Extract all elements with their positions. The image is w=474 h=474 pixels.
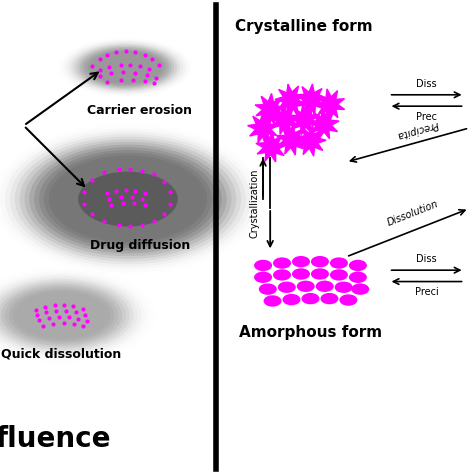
Polygon shape bbox=[296, 125, 326, 156]
Ellipse shape bbox=[25, 142, 231, 256]
Text: Diss: Diss bbox=[416, 79, 437, 89]
Ellipse shape bbox=[9, 289, 114, 342]
Text: Crystalline form: Crystalline form bbox=[235, 19, 372, 34]
Ellipse shape bbox=[13, 291, 110, 340]
Polygon shape bbox=[275, 84, 305, 115]
Text: Precipita: Precipita bbox=[395, 119, 439, 140]
Ellipse shape bbox=[66, 41, 185, 94]
Text: fluence: fluence bbox=[0, 425, 111, 453]
Polygon shape bbox=[308, 109, 339, 139]
Ellipse shape bbox=[34, 147, 222, 251]
Ellipse shape bbox=[39, 150, 217, 248]
Ellipse shape bbox=[91, 52, 161, 83]
Polygon shape bbox=[314, 89, 345, 120]
Ellipse shape bbox=[301, 293, 319, 304]
Ellipse shape bbox=[316, 281, 334, 292]
Ellipse shape bbox=[0, 283, 126, 348]
Polygon shape bbox=[256, 131, 287, 162]
Ellipse shape bbox=[351, 283, 369, 295]
Ellipse shape bbox=[278, 282, 296, 293]
Ellipse shape bbox=[69, 42, 182, 92]
Ellipse shape bbox=[80, 47, 172, 88]
Ellipse shape bbox=[339, 294, 357, 306]
Polygon shape bbox=[247, 112, 278, 143]
Ellipse shape bbox=[259, 283, 277, 295]
Ellipse shape bbox=[17, 292, 107, 338]
Ellipse shape bbox=[0, 275, 141, 356]
Ellipse shape bbox=[311, 256, 329, 267]
Ellipse shape bbox=[44, 153, 212, 246]
Ellipse shape bbox=[330, 257, 348, 269]
Ellipse shape bbox=[292, 256, 310, 267]
Text: Diss: Diss bbox=[416, 255, 437, 264]
Polygon shape bbox=[269, 104, 300, 135]
Ellipse shape bbox=[335, 282, 353, 293]
Ellipse shape bbox=[311, 268, 329, 280]
Ellipse shape bbox=[0, 279, 134, 352]
Ellipse shape bbox=[74, 45, 177, 90]
Text: Quick dissolution: Quick dissolution bbox=[1, 347, 122, 360]
Ellipse shape bbox=[1, 285, 122, 346]
Ellipse shape bbox=[254, 272, 272, 283]
Ellipse shape bbox=[349, 272, 367, 283]
Ellipse shape bbox=[283, 294, 301, 305]
Ellipse shape bbox=[88, 51, 164, 84]
Ellipse shape bbox=[330, 269, 348, 281]
Ellipse shape bbox=[0, 277, 137, 354]
Text: Preci: Preci bbox=[415, 287, 438, 297]
Ellipse shape bbox=[49, 155, 207, 243]
Ellipse shape bbox=[254, 260, 272, 271]
Ellipse shape bbox=[77, 46, 174, 89]
Text: Dissolution: Dissolution bbox=[385, 199, 439, 228]
Polygon shape bbox=[296, 84, 327, 115]
Ellipse shape bbox=[78, 172, 178, 227]
Ellipse shape bbox=[58, 161, 198, 237]
Ellipse shape bbox=[264, 295, 282, 307]
Text: Carrier erosion: Carrier erosion bbox=[87, 104, 192, 117]
Polygon shape bbox=[289, 104, 320, 135]
Ellipse shape bbox=[297, 281, 315, 292]
Ellipse shape bbox=[15, 137, 241, 262]
Text: Drug diffusion: Drug diffusion bbox=[90, 239, 190, 252]
Ellipse shape bbox=[82, 48, 169, 86]
Text: Crystallization: Crystallization bbox=[249, 169, 260, 238]
Ellipse shape bbox=[273, 257, 291, 269]
Ellipse shape bbox=[71, 43, 180, 91]
Ellipse shape bbox=[19, 139, 237, 259]
Text: Prec: Prec bbox=[416, 112, 437, 122]
Ellipse shape bbox=[10, 134, 246, 264]
Ellipse shape bbox=[85, 49, 166, 85]
Ellipse shape bbox=[349, 260, 367, 271]
Polygon shape bbox=[276, 124, 307, 155]
Polygon shape bbox=[255, 93, 286, 124]
Ellipse shape bbox=[292, 268, 310, 280]
Ellipse shape bbox=[63, 164, 192, 235]
Text: Amorphous form: Amorphous form bbox=[239, 325, 382, 340]
Ellipse shape bbox=[0, 281, 130, 350]
Ellipse shape bbox=[54, 158, 202, 240]
Ellipse shape bbox=[5, 287, 118, 344]
Ellipse shape bbox=[93, 53, 158, 82]
Ellipse shape bbox=[29, 145, 227, 254]
Ellipse shape bbox=[273, 269, 291, 281]
Ellipse shape bbox=[320, 293, 338, 304]
